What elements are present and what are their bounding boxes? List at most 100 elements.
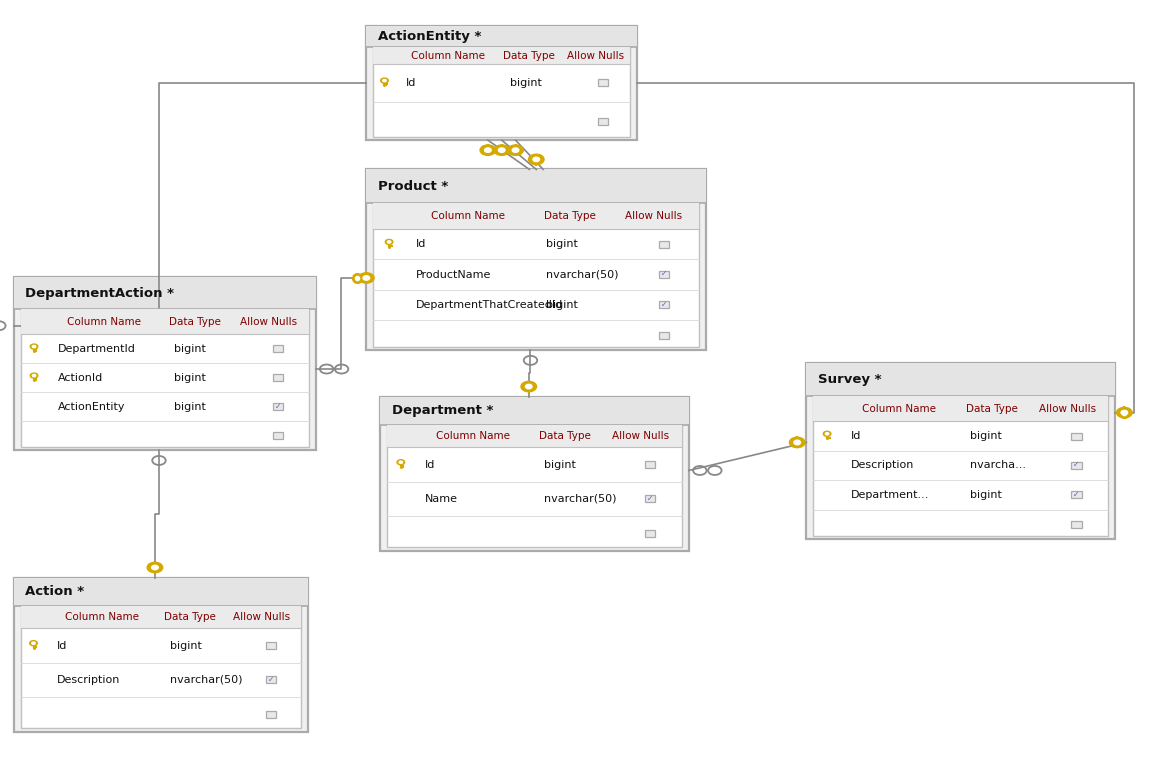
Text: ProductName: ProductName: [416, 270, 491, 280]
Text: Column Name: Column Name: [431, 211, 506, 221]
Text: Id: Id: [425, 460, 435, 470]
FancyBboxPatch shape: [645, 461, 655, 468]
Text: bigint: bigint: [970, 431, 1002, 441]
Circle shape: [147, 562, 162, 573]
Text: Department...: Department...: [851, 490, 930, 500]
Text: Data Type: Data Type: [539, 431, 591, 441]
FancyBboxPatch shape: [598, 79, 608, 86]
Circle shape: [32, 642, 36, 644]
FancyBboxPatch shape: [14, 578, 308, 732]
Text: Allow Nulls: Allow Nulls: [567, 51, 623, 61]
FancyBboxPatch shape: [14, 277, 316, 450]
Circle shape: [794, 440, 801, 444]
Text: Allow Nulls: Allow Nulls: [234, 612, 290, 622]
Text: bigint: bigint: [174, 344, 206, 354]
Text: nvarcha...: nvarcha...: [970, 460, 1026, 470]
Circle shape: [385, 239, 393, 245]
Text: Description: Description: [851, 460, 915, 470]
FancyBboxPatch shape: [373, 203, 699, 347]
FancyBboxPatch shape: [14, 277, 316, 310]
FancyBboxPatch shape: [21, 606, 301, 628]
Text: nvarchar(50): nvarchar(50): [169, 675, 242, 685]
Circle shape: [397, 460, 404, 465]
Circle shape: [485, 148, 491, 152]
Text: Department *: Department *: [392, 404, 493, 417]
Text: bigint: bigint: [174, 373, 206, 383]
FancyBboxPatch shape: [1071, 491, 1082, 498]
Circle shape: [380, 78, 388, 83]
FancyBboxPatch shape: [659, 241, 669, 248]
Circle shape: [789, 437, 805, 447]
Text: ActionId: ActionId: [58, 373, 103, 383]
FancyBboxPatch shape: [380, 397, 689, 551]
Text: Column Name: Column Name: [410, 51, 485, 61]
Circle shape: [480, 145, 495, 156]
Circle shape: [513, 148, 518, 152]
FancyBboxPatch shape: [366, 169, 706, 203]
FancyBboxPatch shape: [387, 425, 682, 447]
FancyBboxPatch shape: [1071, 521, 1082, 527]
FancyBboxPatch shape: [373, 47, 630, 64]
FancyBboxPatch shape: [273, 403, 283, 410]
Text: Allow Nulls: Allow Nulls: [624, 211, 682, 221]
Circle shape: [358, 273, 374, 283]
Circle shape: [387, 241, 391, 243]
FancyBboxPatch shape: [387, 425, 682, 547]
FancyBboxPatch shape: [1071, 462, 1082, 469]
Text: DepartmentId: DepartmentId: [58, 344, 136, 354]
Circle shape: [494, 145, 509, 156]
Text: Survey *: Survey *: [818, 373, 881, 387]
Text: Id: Id: [406, 78, 416, 88]
Text: ✓: ✓: [267, 675, 274, 684]
FancyBboxPatch shape: [1071, 433, 1082, 440]
FancyBboxPatch shape: [659, 301, 669, 308]
Text: Description: Description: [56, 675, 120, 685]
Text: Id: Id: [56, 641, 67, 651]
Circle shape: [32, 346, 36, 348]
FancyBboxPatch shape: [806, 363, 1115, 539]
Circle shape: [399, 461, 402, 464]
Text: ✓: ✓: [660, 270, 667, 278]
FancyBboxPatch shape: [645, 496, 655, 503]
Text: Column Name: Column Name: [65, 612, 139, 622]
FancyBboxPatch shape: [273, 346, 283, 353]
FancyBboxPatch shape: [380, 397, 689, 425]
FancyBboxPatch shape: [598, 118, 608, 125]
FancyBboxPatch shape: [659, 271, 669, 278]
Text: bigint: bigint: [174, 402, 206, 412]
FancyBboxPatch shape: [273, 433, 283, 440]
FancyBboxPatch shape: [21, 310, 309, 334]
Text: DepartmentAction *: DepartmentAction *: [25, 286, 174, 300]
Text: Data Type: Data Type: [502, 51, 555, 61]
FancyBboxPatch shape: [266, 677, 276, 684]
Text: ✓: ✓: [1074, 490, 1079, 499]
FancyBboxPatch shape: [813, 396, 1108, 536]
Text: Data Type: Data Type: [164, 612, 217, 622]
Text: bigint: bigint: [510, 78, 541, 88]
Text: bigint: bigint: [970, 490, 1002, 500]
Circle shape: [508, 145, 523, 156]
Circle shape: [30, 344, 38, 349]
Circle shape: [533, 157, 539, 162]
Circle shape: [529, 154, 544, 165]
Circle shape: [525, 384, 532, 389]
FancyBboxPatch shape: [373, 203, 699, 229]
Text: Action *: Action *: [25, 585, 84, 598]
Circle shape: [1121, 410, 1128, 415]
Circle shape: [1116, 407, 1132, 418]
Text: ✓: ✓: [274, 402, 281, 410]
Text: nvarchar(50): nvarchar(50): [546, 270, 619, 280]
Text: ActionEntity *: ActionEntity *: [378, 30, 482, 43]
FancyBboxPatch shape: [806, 363, 1115, 396]
FancyBboxPatch shape: [21, 606, 301, 728]
FancyBboxPatch shape: [373, 47, 630, 137]
Text: Allow Nulls: Allow Nulls: [613, 431, 669, 441]
Text: ✓: ✓: [660, 300, 667, 309]
FancyBboxPatch shape: [266, 642, 276, 649]
Text: Column Name: Column Name: [862, 403, 937, 413]
FancyBboxPatch shape: [366, 169, 706, 350]
FancyBboxPatch shape: [14, 578, 308, 606]
Circle shape: [30, 641, 37, 646]
Circle shape: [825, 433, 828, 435]
FancyBboxPatch shape: [273, 374, 283, 381]
